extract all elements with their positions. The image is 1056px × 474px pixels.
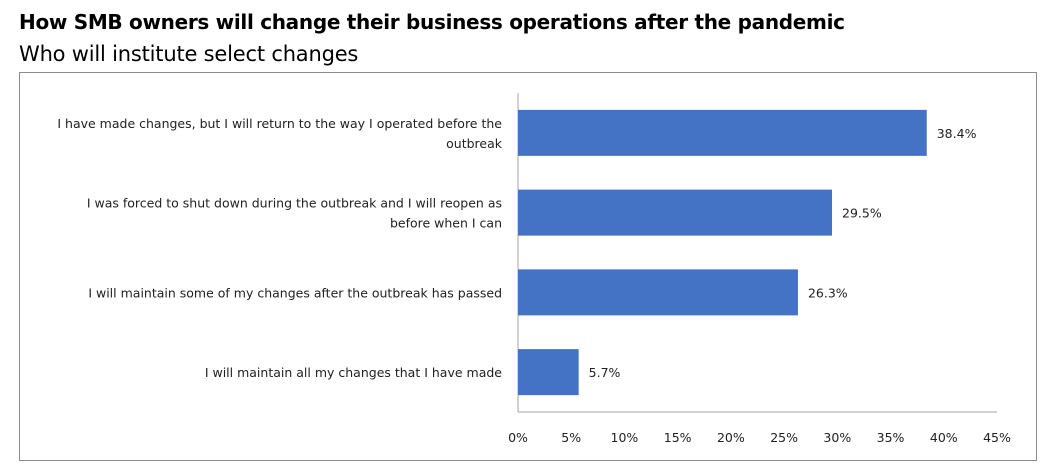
x-tick-label: 30% bbox=[823, 430, 851, 445]
x-tick-label: 10% bbox=[611, 430, 639, 445]
x-tick-label: 20% bbox=[717, 430, 745, 445]
x-tick-label: 0% bbox=[508, 430, 528, 445]
x-tick-label: 45% bbox=[983, 430, 1011, 445]
x-tick-label: 15% bbox=[664, 430, 692, 445]
category-label: outbreak bbox=[446, 136, 503, 151]
bar bbox=[518, 189, 833, 236]
chart-frame bbox=[19, 72, 1037, 461]
chart-title: How SMB owners will change their busines… bbox=[19, 10, 845, 34]
bar bbox=[518, 349, 579, 396]
data-label: 26.3% bbox=[808, 285, 848, 300]
category-label: before when I can bbox=[390, 216, 502, 231]
category-label: I will maintain some of my changes after… bbox=[88, 285, 502, 300]
chart-subtitle: Who will institute select changes bbox=[19, 42, 359, 66]
data-label: 38.4% bbox=[937, 126, 977, 141]
x-tick-label: 25% bbox=[770, 430, 798, 445]
data-label: 29.5% bbox=[842, 206, 882, 221]
x-tick-label: 40% bbox=[930, 430, 958, 445]
x-tick-label: 5% bbox=[561, 430, 581, 445]
bar bbox=[518, 269, 798, 316]
category-label: I will maintain all my changes that I ha… bbox=[205, 365, 502, 380]
bar bbox=[518, 109, 927, 156]
category-label: I have made changes, but I will return t… bbox=[57, 116, 502, 131]
category-label: I was forced to shut down during the out… bbox=[87, 196, 502, 211]
x-tick-label: 35% bbox=[877, 430, 905, 445]
data-label: 5.7% bbox=[589, 365, 621, 380]
